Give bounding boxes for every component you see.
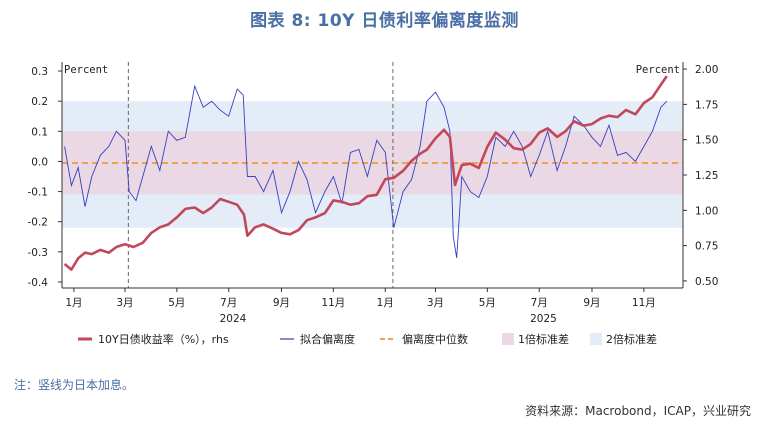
right-tick-label: 1.75 [695,99,718,111]
x-tick-label: 11月 [321,297,345,309]
chart-title: 图表 8: 10Y 日债利率偏离度监测 [250,11,519,31]
year-label: 2024 [220,313,247,325]
right-tick-label: 1.00 [695,205,718,217]
left-tick-label: -0.4 [28,277,49,289]
source-text: 资料来源：Macrobond，ICAP，兴业研究 [525,404,751,418]
legend-label-2sd: 2倍标准差 [606,332,657,346]
right-axis-label: Percent [636,64,680,76]
series-deviation [64,84,668,258]
series-yield [63,75,668,271]
right-tick-label: 1.25 [695,170,718,182]
left-tick-label: -0.2 [28,217,49,229]
legend: 10Y日债收益率（%），rhs 拟合偏离度 偏离度中位数 1倍标准差 2倍标准差 [78,332,657,346]
x-tick-label: 7月 [531,297,548,309]
series-lines [63,75,668,271]
x-tick-label: 9月 [273,297,290,309]
x-tick-label: 1月 [377,297,394,309]
legend-swatch-2sd [590,333,602,345]
x-tick-label: 3月 [427,297,444,309]
x-tick-label: 7月 [220,297,237,309]
legend-label-median: 偏离度中位数 [402,332,468,346]
right-tick-label: 0.50 [695,276,718,288]
legend-label-1sd: 1倍标准差 [518,332,569,346]
year-label: 2025 [530,313,557,325]
right-tick-label: 0.75 [695,241,718,253]
x-tick-label: 11月 [632,297,656,309]
footnote: 注：竖线为日本加息。 [14,378,135,392]
std-bands [62,101,683,228]
x-tick-label: 5月 [168,297,185,309]
right-tick-label: 1.50 [695,135,718,147]
left-tick-label: 0.0 [31,156,48,168]
left-axis-label: Percent [64,64,108,76]
x-tick-label: 9月 [583,297,600,309]
right-tick-label: 2.00 [695,64,718,76]
boj-hike-lines [127,62,394,288]
x-tick-label: 3月 [116,297,133,309]
x-tick-label: 5月 [479,297,496,309]
left-tick-label: 0.1 [31,126,48,138]
left-tick-label: 0.3 [31,66,48,78]
left-tick-label: -0.1 [28,187,49,199]
left-tick-label: 0.2 [31,96,48,108]
axes: 0.3 0.2 0.1 0.0 -0.1 -0.2 -0.3 -0.4 2.00 1.75 1.50… [28,62,718,325]
legend-swatch-1sd [502,333,514,345]
legend-label-yield: 10Y日债收益率（%），rhs [98,332,229,346]
left-tick-label: -0.3 [28,247,49,259]
x-tick-label: 1月 [65,297,82,309]
legend-label-deviation: 拟合偏离度 [300,332,355,346]
